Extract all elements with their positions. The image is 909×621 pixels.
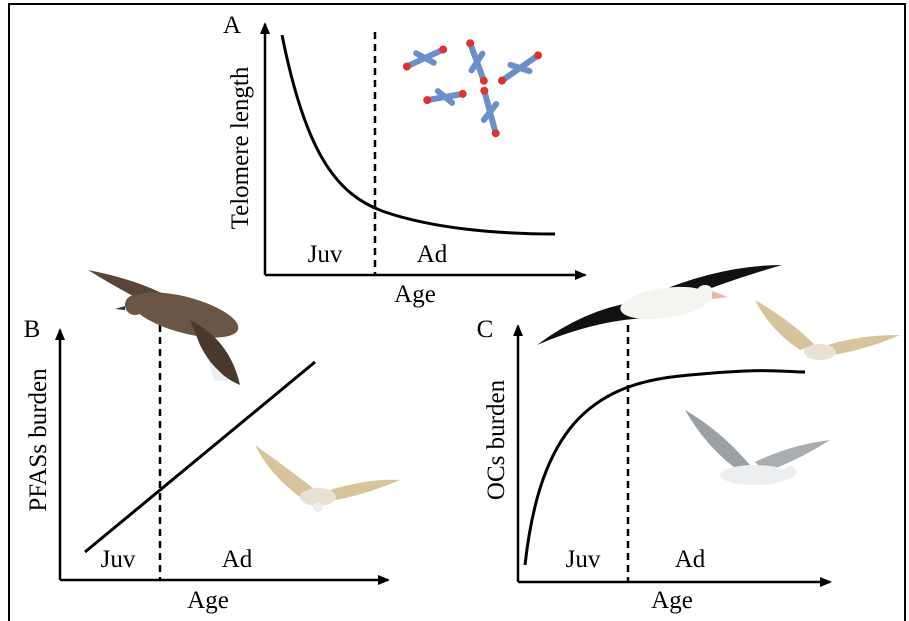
albatross <box>537 265 782 345</box>
x-label: Age <box>394 281 436 308</box>
panel-letter: A <box>223 12 241 39</box>
panel-a: A Telomere length Juv Ad Age <box>223 12 585 308</box>
ad-label: Ad <box>222 546 253 573</box>
curve <box>85 362 315 552</box>
figure: A Telomere length Juv Ad Age B PFASs bur… <box>0 0 909 621</box>
gull <box>255 445 400 512</box>
y-label: Telomere length <box>227 66 254 229</box>
panel-b: B PFASs burden Juv Ad Age <box>24 270 400 614</box>
x-label: Age <box>651 587 693 614</box>
gull-lower <box>685 410 830 485</box>
y-label: PFASs burden <box>25 368 52 512</box>
panel-letter: B <box>24 316 41 343</box>
panel-c: C OCs burden Juv Ad Age <box>477 265 900 614</box>
panel-letter: C <box>477 316 494 343</box>
ad-label: Ad <box>675 546 706 573</box>
y-label: OCs burden <box>483 379 510 500</box>
ad-label: Ad <box>417 241 448 268</box>
skua <box>88 270 243 385</box>
juv-label: Juv <box>101 546 136 573</box>
gull-upper <box>755 300 900 360</box>
juv-label: Juv <box>566 546 601 573</box>
juv-label: Juv <box>308 241 343 268</box>
x-label: Age <box>187 587 229 614</box>
chromosomes <box>400 37 546 139</box>
